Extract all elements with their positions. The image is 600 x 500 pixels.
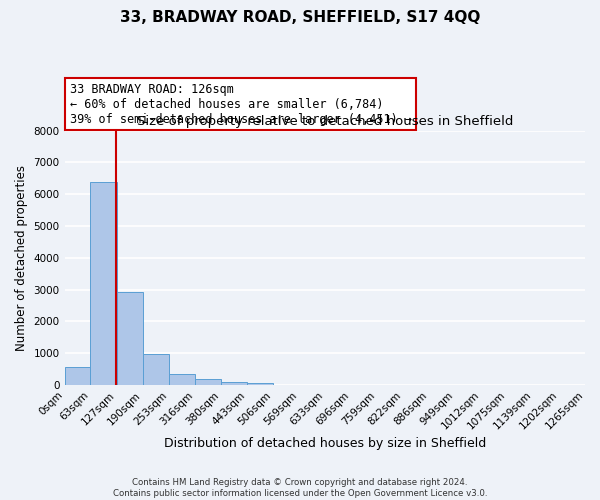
Bar bbox=[221, 382, 247, 385]
Text: 33 BRADWAY ROAD: 126sqm
← 60% of detached houses are smaller (6,784)
39% of semi: 33 BRADWAY ROAD: 126sqm ← 60% of detache… bbox=[70, 82, 412, 126]
Bar bbox=[169, 374, 194, 385]
Y-axis label: Number of detached properties: Number of detached properties bbox=[15, 165, 28, 351]
Bar bbox=[247, 384, 273, 385]
Bar bbox=[91, 182, 117, 385]
Title: Size of property relative to detached houses in Sheffield: Size of property relative to detached ho… bbox=[137, 115, 513, 128]
Text: 33, BRADWAY ROAD, SHEFFIELD, S17 4QQ: 33, BRADWAY ROAD, SHEFFIELD, S17 4QQ bbox=[120, 10, 480, 25]
Bar bbox=[143, 354, 169, 385]
Text: Contains HM Land Registry data © Crown copyright and database right 2024.
Contai: Contains HM Land Registry data © Crown c… bbox=[113, 478, 487, 498]
X-axis label: Distribution of detached houses by size in Sheffield: Distribution of detached houses by size … bbox=[164, 437, 486, 450]
Bar bbox=[65, 367, 91, 385]
Bar bbox=[117, 292, 143, 385]
Bar bbox=[194, 380, 221, 385]
